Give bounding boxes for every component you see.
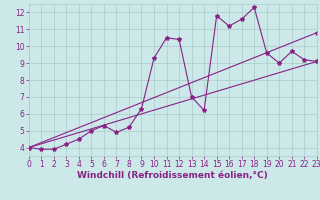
X-axis label: Windchill (Refroidissement éolien,°C): Windchill (Refroidissement éolien,°C) [77,171,268,180]
